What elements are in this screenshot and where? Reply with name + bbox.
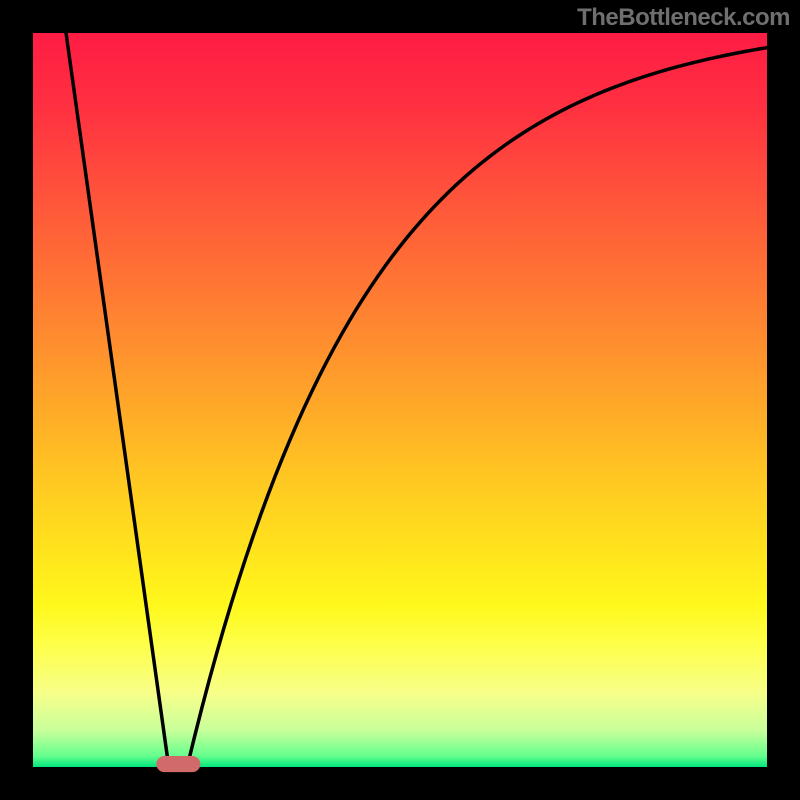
plot-background: [33, 33, 767, 767]
chart-container: TheBottleneck.com: [0, 0, 800, 800]
watermark-label: TheBottleneck.com: [577, 4, 790, 32]
bottleneck-marker: [156, 756, 200, 772]
bottleneck-chart: [0, 0, 800, 800]
